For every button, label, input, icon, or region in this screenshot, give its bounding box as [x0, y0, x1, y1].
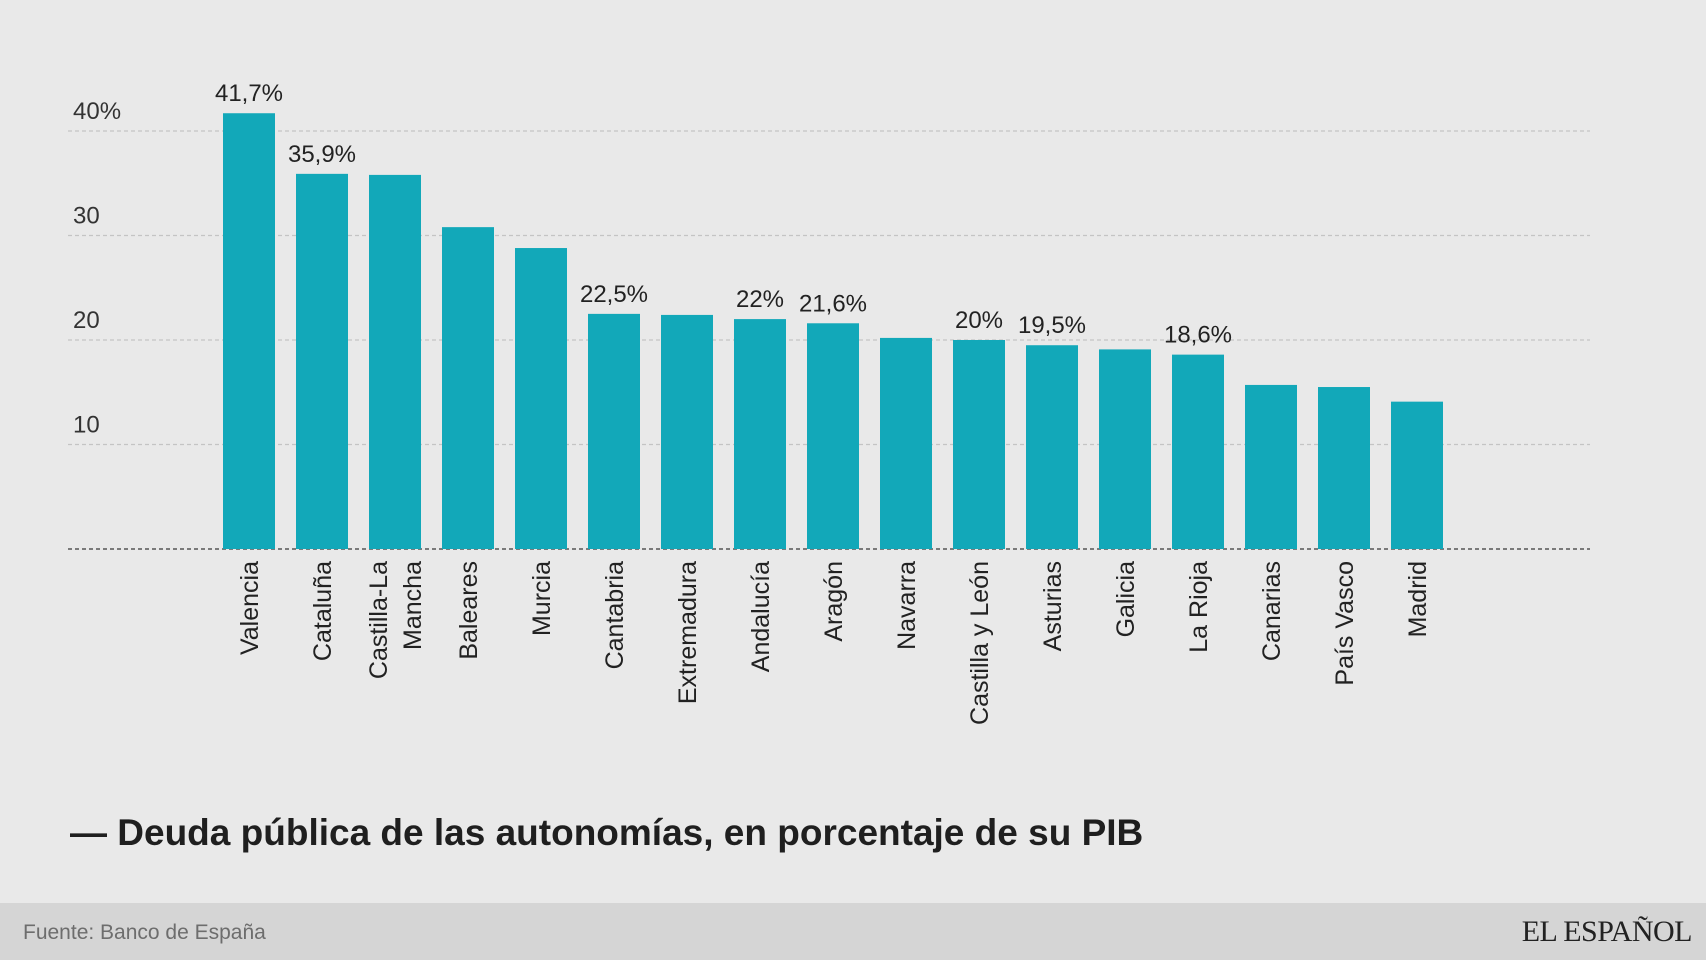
x-tick-label: País Vasco — [1331, 561, 1359, 686]
x-tick-label: Navarra — [893, 561, 921, 650]
brand-logo: EL ESPAÑOL — [1521, 915, 1693, 948]
data-label: 41,7% — [215, 80, 283, 107]
x-tick-label: Valencia — [236, 561, 264, 655]
bar — [296, 173, 348, 549]
bar — [734, 319, 786, 549]
bar — [661, 314, 713, 549]
x-axis: Valencia Cataluña Castilla-La Mancha Baleare… — [236, 561, 1432, 725]
x-tick-label: Castilla y León — [966, 561, 994, 725]
bar — [807, 323, 859, 549]
chart-title: — Deuda pública de las autonomías, en po… — [70, 812, 1144, 853]
bar — [1099, 349, 1151, 549]
bar — [953, 340, 1005, 549]
bar — [880, 337, 932, 549]
x-tick-label: Mancha — [399, 561, 427, 650]
bar — [588, 313, 640, 549]
y-tick-label: 30 — [73, 203, 100, 230]
x-tick-label: Cataluña — [309, 561, 337, 661]
bar — [1172, 354, 1224, 549]
bar — [369, 174, 421, 549]
x-tick-label: La Rioja — [1185, 561, 1213, 653]
x-tick-label: Asturias — [1039, 561, 1067, 651]
footer-bar: Fuente: Banco de España EL ESPAÑOL — [0, 903, 1706, 960]
bar — [1026, 345, 1078, 549]
y-tick-label: 40% — [73, 98, 121, 125]
x-tick-label: Castilla-La — [365, 561, 393, 679]
bar — [223, 113, 275, 550]
data-label: 22,5% — [580, 281, 648, 308]
source-note: Fuente: Banco de España — [23, 921, 266, 944]
bar — [1318, 387, 1370, 549]
bar-chart: 41,7% 35,9% 22,5% 22% 21,6% 20% 19,5% 18,6% 10 2… — [68, 80, 1590, 725]
bars-layer — [223, 113, 1443, 550]
data-label: 22% — [736, 286, 784, 313]
x-tick-label: Andalucía — [747, 561, 775, 672]
y-tick-label: 10 — [73, 412, 100, 439]
data-labels-layer: 41,7% 35,9% 22,5% 22% 21,6% 20% 19,5% 18,6% — [215, 80, 1232, 348]
x-tick-label: Canarias — [1258, 561, 1286, 661]
y-tick-label: 20 — [73, 307, 100, 334]
data-label: 20% — [955, 307, 1003, 334]
x-tick-label: Murcia — [528, 561, 556, 636]
data-label: 18,6% — [1164, 322, 1232, 349]
x-tick-label: Madrid — [1404, 561, 1432, 637]
data-label: 19,5% — [1018, 312, 1086, 339]
bar — [442, 227, 494, 549]
x-tick-label: Baleares — [455, 561, 483, 660]
x-tick-label: Galicia — [1112, 561, 1140, 638]
bar — [1391, 401, 1443, 549]
data-label: 21,6% — [799, 290, 867, 317]
data-label: 35,9% — [288, 141, 356, 168]
y-axis: 10 20 30 40% — [73, 98, 121, 439]
bar — [515, 248, 567, 550]
x-tick-label: Extremadura — [674, 561, 702, 704]
x-tick-label: Cantabria — [601, 561, 629, 669]
x-tick-label: Aragón — [820, 561, 848, 642]
bar — [1245, 384, 1297, 549]
